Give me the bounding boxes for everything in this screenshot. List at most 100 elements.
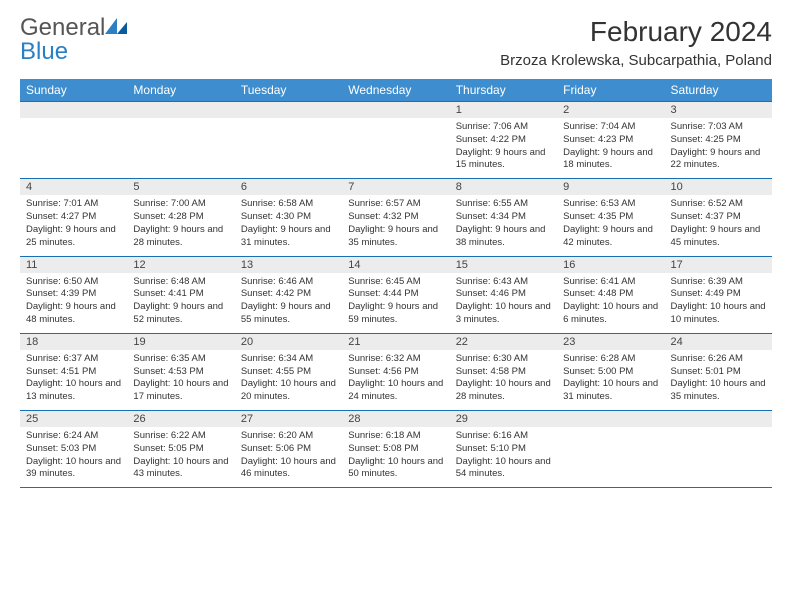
daylight-line: Daylight: 10 hours and 39 minutes. <box>26 456 121 480</box>
daylight-line: Daylight: 9 hours and 18 minutes. <box>563 147 653 171</box>
sunset-line: Sunset: 5:08 PM <box>348 443 418 454</box>
calendar-cell-empty <box>557 411 664 488</box>
day-body: Sunrise: 6:35 AMSunset: 4:53 PMDaylight:… <box>127 350 234 410</box>
day-body: Sunrise: 6:43 AMSunset: 4:46 PMDaylight:… <box>450 273 557 333</box>
sunset-line: Sunset: 5:00 PM <box>563 366 633 377</box>
calendar-week-row: 18Sunrise: 6:37 AMSunset: 4:51 PMDayligh… <box>20 333 772 410</box>
sunrise-line: Sunrise: 7:04 AM <box>563 121 635 132</box>
sunrise-line: Sunrise: 6:48 AM <box>133 276 205 287</box>
daylight-line: Daylight: 10 hours and 31 minutes. <box>563 378 658 402</box>
calendar-week-row: 25Sunrise: 6:24 AMSunset: 5:03 PMDayligh… <box>20 411 772 488</box>
sunset-line: Sunset: 4:44 PM <box>348 288 418 299</box>
calendar-cell: 15Sunrise: 6:43 AMSunset: 4:46 PMDayligh… <box>450 256 557 333</box>
brand-mark-icon <box>105 16 127 37</box>
day-body <box>557 427 664 481</box>
sunrise-line: Sunrise: 7:01 AM <box>26 198 98 209</box>
calendar-cell-empty <box>235 102 342 179</box>
day-number: 17 <box>665 257 772 273</box>
sunrise-line: Sunrise: 6:37 AM <box>26 353 98 364</box>
calendar-header-row: SundayMondayTuesdayWednesdayThursdayFrid… <box>20 79 772 102</box>
day-number: 1 <box>450 102 557 118</box>
dow-header: Sunday <box>20 79 127 102</box>
calendar-cell: 13Sunrise: 6:46 AMSunset: 4:42 PMDayligh… <box>235 256 342 333</box>
dow-header: Saturday <box>665 79 772 102</box>
day-number: 6 <box>235 179 342 195</box>
day-body: Sunrise: 6:24 AMSunset: 5:03 PMDaylight:… <box>20 427 127 487</box>
day-number: 28 <box>342 411 449 427</box>
calendar-body: 1Sunrise: 7:06 AMSunset: 4:22 PMDaylight… <box>20 102 772 488</box>
sunrise-line: Sunrise: 6:43 AM <box>456 276 528 287</box>
sunrise-line: Sunrise: 6:58 AM <box>241 198 313 209</box>
calendar-cell: 22Sunrise: 6:30 AMSunset: 4:58 PMDayligh… <box>450 333 557 410</box>
day-body: Sunrise: 6:46 AMSunset: 4:42 PMDaylight:… <box>235 273 342 333</box>
calendar-cell: 21Sunrise: 6:32 AMSunset: 4:56 PMDayligh… <box>342 333 449 410</box>
day-body: Sunrise: 7:04 AM Sunset: 4:23 PM Daylight:… <box>557 118 664 178</box>
sunrise-line: Sunrise: 7:00 AM <box>133 198 205 209</box>
daylight-line: Daylight: 10 hours and 54 minutes. <box>456 456 551 480</box>
sunrise-line: Sunrise: 6:28 AM <box>563 353 635 364</box>
day-body: Sunrise: 6:58 AMSunset: 4:30 PMDaylight:… <box>235 195 342 255</box>
sunset-line: Sunset: 4:35 PM <box>563 211 633 222</box>
daylight-line: Daylight: 10 hours and 3 minutes. <box>456 301 551 325</box>
sunset-line: Sunset: 5:05 PM <box>133 443 203 454</box>
title-block: February 2024 Brzoza Krolewska, Subcarpa… <box>500 16 772 69</box>
day-number: 11 <box>20 257 127 273</box>
day-body: Sunrise: 6:32 AMSunset: 4:56 PMDaylight:… <box>342 350 449 410</box>
daylight-line: Daylight: 9 hours and 45 minutes. <box>671 224 761 248</box>
day-number <box>342 102 449 118</box>
day-number: 16 <box>557 257 664 273</box>
day-number: 5 <box>127 179 234 195</box>
daylight-line: Daylight: 10 hours and 50 minutes. <box>348 456 443 480</box>
calendar-cell: 19Sunrise: 6:35 AMSunset: 4:53 PMDayligh… <box>127 333 234 410</box>
sunrise-line: Sunrise: 6:45 AM <box>348 276 420 287</box>
day-number: 8 <box>450 179 557 195</box>
calendar-cell: 12Sunrise: 6:48 AMSunset: 4:41 PMDayligh… <box>127 256 234 333</box>
day-number: 15 <box>450 257 557 273</box>
day-number: 10 <box>665 179 772 195</box>
sunset-line: Sunset: 4:23 PM <box>563 134 633 145</box>
day-body: Sunrise: 6:34 AM Sunset: 4:55 PMDaylight:… <box>235 350 342 410</box>
calendar-cell: 10Sunrise: 6:52 AMSunset: 4:37 PMDayligh… <box>665 179 772 256</box>
brand-word2: Blue <box>20 38 68 65</box>
calendar-week-row: 4Sunrise: 7:01 AMSunset: 4:27 PMDaylight… <box>20 179 772 256</box>
daylight-line: Daylight: 9 hours and 42 minutes. <box>563 224 653 248</box>
sunrise-line: Sunrise: 6:34 AM <box>241 353 313 364</box>
sunrise-line: Sunrise: 6:22 AM <box>133 430 205 441</box>
sunset-line: Sunset: 4:39 PM <box>26 288 96 299</box>
sunset-line: Sunset: 4:48 PM <box>563 288 633 299</box>
daylight-line: Daylight: 10 hours and 6 minutes. <box>563 301 658 325</box>
calendar-cell-empty <box>665 411 772 488</box>
sunrise-line: Sunrise: 6:46 AM <box>241 276 313 287</box>
daylight-line: Daylight: 10 hours and 24 minutes. <box>348 378 443 402</box>
sunrise-line: Sunrise: 6:24 AM <box>26 430 98 441</box>
calendar-cell-empty <box>127 102 234 179</box>
day-number <box>665 411 772 427</box>
calendar-cell: 16Sunrise: 6:41 AMSunset: 4:48 PMDayligh… <box>557 256 664 333</box>
day-number: 22 <box>450 334 557 350</box>
day-body: Sunrise: 6:52 AMSunset: 4:37 PMDaylight:… <box>665 195 772 255</box>
day-number: 9 <box>557 179 664 195</box>
day-number: 25 <box>20 411 127 427</box>
day-number: 3 <box>665 102 772 118</box>
sunset-line: Sunset: 4:55 PM <box>241 366 311 377</box>
day-number: 7 <box>342 179 449 195</box>
calendar-week-row: 11Sunrise: 6:50 AMSunset: 4:39 PMDayligh… <box>20 256 772 333</box>
calendar-cell: 20Sunrise: 6:34 AMSunset: 4:55 PMDayligh… <box>235 333 342 410</box>
daylight-line: Daylight: 9 hours and 15 minutes. <box>456 147 546 171</box>
calendar-cell: 1Sunrise: 7:06 AMSunset: 4:22 PMDaylight… <box>450 102 557 179</box>
daylight-line: Daylight: 10 hours and 28 minutes. <box>456 378 551 402</box>
day-body: Sunrise: 6:45 AMSunset: 4:44 PMDaylight:… <box>342 273 449 333</box>
day-number: 24 <box>665 334 772 350</box>
sunrise-line: Sunrise: 6:55 AM <box>456 198 528 209</box>
calendar-cell-empty <box>20 102 127 179</box>
sunset-line: Sunset: 4:27 PM <box>26 211 96 222</box>
calendar-cell: 7Sunrise: 6:57 AMSunset: 4:32 PMDaylight… <box>342 179 449 256</box>
calendar-cell: 26Sunrise: 6:22 AMSunset: 5:05 PMDayligh… <box>127 411 234 488</box>
sunset-line: Sunset: 4:30 PM <box>241 211 311 222</box>
sunrise-line: Sunrise: 6:20 AM <box>241 430 313 441</box>
daylight-line: Daylight: 9 hours and 35 minutes. <box>348 224 438 248</box>
daylight-line: Daylight: 10 hours and 20 minutes. <box>241 378 336 402</box>
sunrise-line: Sunrise: 7:03 AM <box>671 121 743 132</box>
day-body <box>665 427 772 481</box>
sunset-line: Sunset: 4:28 PM <box>133 211 203 222</box>
